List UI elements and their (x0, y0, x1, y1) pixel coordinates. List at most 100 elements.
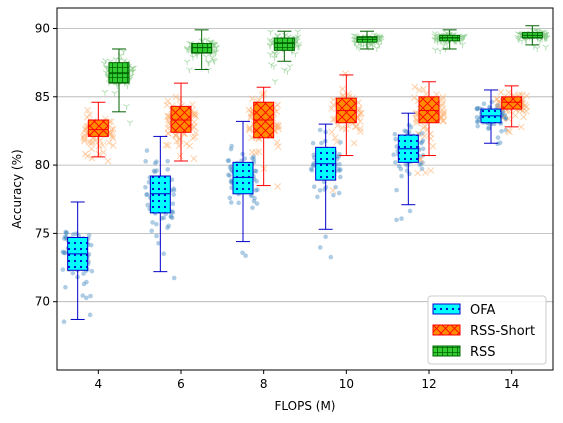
ofa-scatter-point (486, 126, 491, 131)
legend-label-ofa: OFA (470, 303, 496, 318)
rss-short-scatter-point (520, 113, 527, 121)
ofa-scatter-point (250, 205, 255, 211)
rss-short-scatter-point (495, 99, 503, 107)
ofa-scatter-point (503, 115, 509, 121)
ofa-scatter-point (63, 284, 68, 290)
rss-box-4 (108, 48, 130, 113)
ofa-scatter-point (254, 201, 260, 206)
rss-short-scatter-point (440, 110, 448, 118)
ofa-scatter-point (243, 253, 248, 259)
rss-scatter-point (183, 45, 191, 52)
ofa-scatter-point (229, 167, 234, 173)
ofa-scatter-point (253, 168, 259, 174)
ofa-scatter-point (88, 293, 93, 299)
legend-label-rss-short: RSS-Short (470, 324, 535, 339)
ofa-scatter-point (338, 140, 343, 145)
rss-scatter-point (124, 83, 131, 90)
rss-short-scatter-point (429, 142, 437, 150)
rss-box-6 (191, 29, 213, 70)
box-plots (67, 25, 543, 320)
rss-scatter-point (123, 103, 130, 110)
ofa-scatter-point (62, 234, 68, 239)
ofa-scatter-point (168, 214, 174, 220)
rss-short-scatter-point (162, 141, 170, 149)
ofa-scatter-point (87, 312, 93, 318)
rss-short-scatter-point (351, 123, 359, 130)
rss-short-scatter-point (328, 128, 336, 136)
ofa-scatter-point (228, 179, 234, 185)
y-tick-label: 70 (35, 295, 50, 309)
rss-short-scatter-point (410, 94, 418, 102)
rss-scatter-point (205, 60, 213, 67)
rss-short-box-4 (87, 101, 109, 158)
ofa-scatter-point (166, 223, 171, 229)
ofa-box-8 (232, 120, 254, 243)
ofa-scatter-point (154, 168, 159, 173)
ofa-scatter-point (499, 128, 504, 134)
rss-scatter-point (436, 48, 444, 55)
ofa-scatter-point (418, 140, 424, 146)
rss-scatter-point (294, 34, 302, 41)
rss-short-scatter-point (99, 141, 107, 149)
rss-short-scatter-point (248, 148, 256, 156)
ofa-scatter-point (399, 173, 404, 179)
ofa-scatter-point (251, 157, 257, 162)
x-axis-label: FLOPS (M) (275, 399, 336, 413)
axes: 70 75 80 85 90 4 6 8 10 12 14 (35, 21, 520, 391)
rss-scatter-point (266, 42, 274, 49)
ofa-scatter-point (336, 190, 342, 196)
ofa-scatter-point (476, 106, 482, 111)
rss-short-scatter-point (183, 140, 190, 148)
ofa-scatter-point (311, 184, 317, 190)
rss-short-scatter-point (274, 143, 282, 150)
ofa-scatter-point (394, 187, 399, 193)
rss-short-scatter-point (95, 150, 103, 158)
ofa-scatter-point (144, 192, 149, 198)
ofa-scatter-point (61, 319, 67, 325)
x-tick-label: 8 (260, 377, 268, 391)
rss-scatter-point (431, 36, 439, 43)
rss-short-box-10 (335, 74, 357, 157)
ofa-scatter-point (240, 250, 245, 256)
ofa-scatter-point (311, 161, 316, 167)
rss-short-scatter-point (164, 97, 172, 105)
rss-short-scatter-point (86, 111, 93, 119)
legend-swatch-ofa (432, 303, 461, 315)
rss-short-scatter-point (330, 101, 337, 109)
ofa-scatter-point (253, 187, 259, 193)
ofa-scatter-point (405, 163, 410, 168)
ofa-scatter-point (228, 200, 234, 205)
ofa-box-12 (397, 112, 419, 206)
ofa-scatter-point (165, 225, 170, 230)
rss-scatter-point (186, 67, 193, 74)
ofa-scatter-point (63, 235, 69, 241)
ofa-scatter-point (227, 195, 233, 201)
rss-short-scatter-point (493, 95, 501, 103)
rss-short-scatter-point (344, 122, 352, 129)
rss-short-scatter-point (80, 131, 88, 139)
ofa-scatter-point (60, 249, 66, 255)
ofa-box-10 (315, 123, 337, 230)
ofa-scatter-point (62, 236, 67, 241)
ofa-scatter-point (143, 159, 148, 164)
rss-scatter-point (202, 54, 210, 61)
rss-short-scatter-point (109, 125, 117, 133)
ofa-scatter-point (404, 129, 409, 135)
ofa-scatter-point (236, 200, 241, 206)
ofa-scatter-point (255, 187, 260, 193)
rss-short-scatter-point (427, 167, 435, 174)
rss-short-scatter-point (100, 148, 107, 156)
y-tick-label: 90 (35, 21, 50, 35)
ofa-scatter-point (227, 165, 233, 170)
ofa-scatter-point (402, 128, 408, 134)
rss-scatter-point (126, 120, 134, 127)
ofa-scatter-point (161, 215, 167, 221)
ofa-scatter-point (311, 163, 316, 168)
ofa-scatter-point (228, 164, 234, 169)
ofa-scatter-point (225, 158, 231, 164)
rss-short-scatter-point (329, 186, 337, 194)
rss-scatter-point (205, 67, 212, 74)
ofa-scatter-point (250, 155, 255, 161)
rss-short-scatter-point (88, 145, 96, 153)
rss-short-scatter-point (164, 124, 172, 132)
